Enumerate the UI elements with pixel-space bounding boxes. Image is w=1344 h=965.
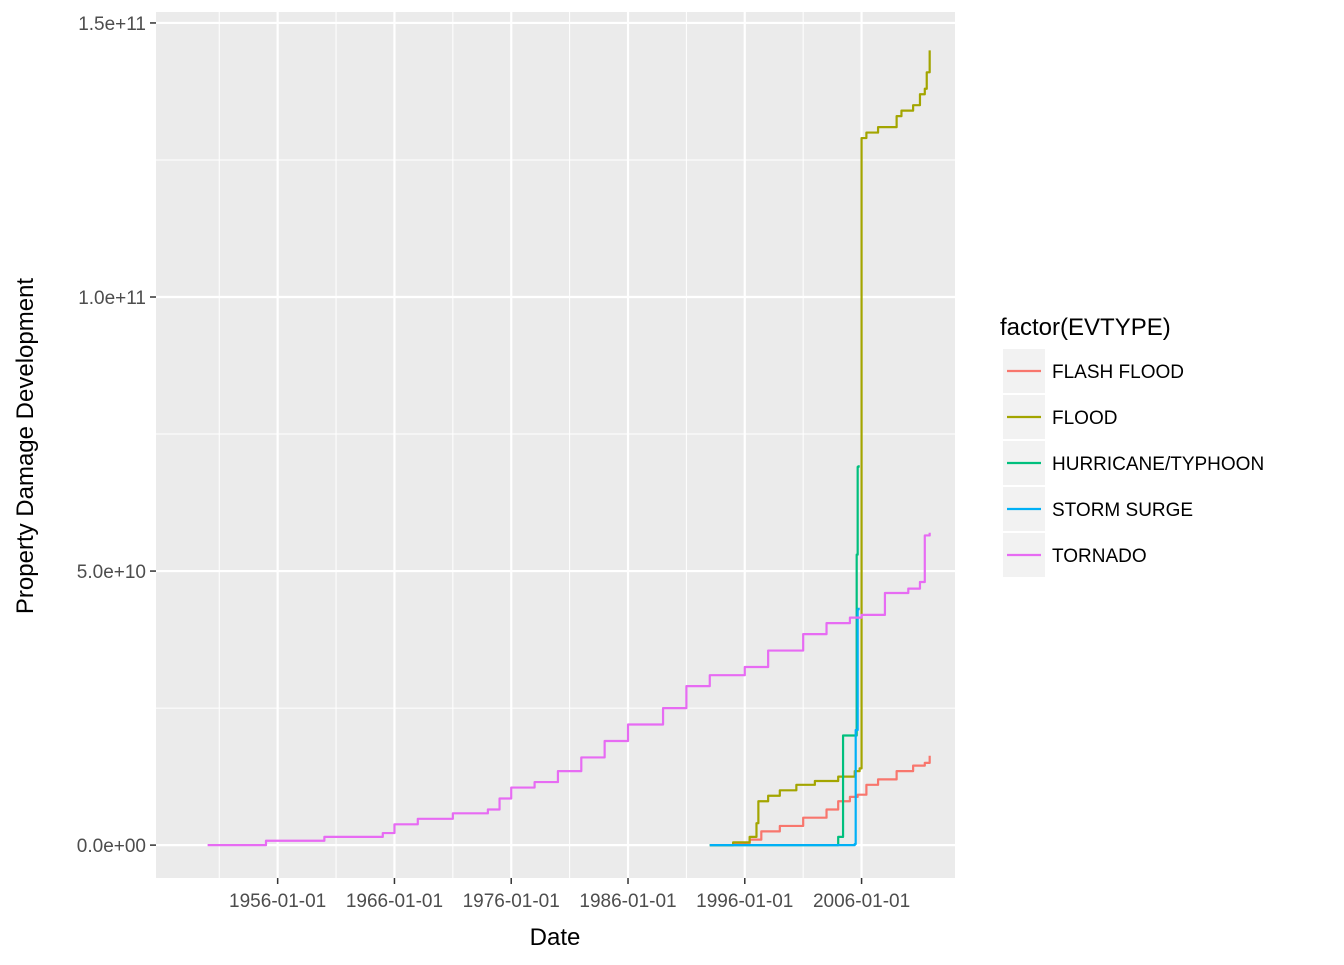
y-axis-title: Property Damage Development bbox=[12, 278, 39, 614]
legend-items: FLASH FLOOD FLOOD HURRICANE/TYPHOON STORM S… bbox=[1003, 349, 1264, 577]
legend-label-storm-surge: STORM SURGE bbox=[1052, 500, 1193, 521]
legend-label-flood: FLOOD bbox=[1052, 408, 1117, 429]
y-tick-label: 1.5e+11 bbox=[78, 14, 146, 35]
y-axis: 0.0e+00 5.0e+10 1.0e+11 1.5e+11 bbox=[77, 14, 156, 857]
legend: factor(EVTYPE) FLASH FLOOD FLOOD HURRICANE… bbox=[1000, 314, 1264, 577]
grid-minor bbox=[156, 12, 955, 878]
x-tick-label: 1966-01-01 bbox=[346, 891, 443, 912]
series-line-tornado bbox=[207, 532, 931, 847]
x-tick-label: 1976-01-01 bbox=[463, 891, 560, 912]
y-tick-label: 0.0e+00 bbox=[77, 836, 146, 857]
legend-label-tornado: TORNADO bbox=[1052, 546, 1147, 567]
x-tick-label: 1986-01-01 bbox=[579, 891, 676, 912]
x-axis-title: Date bbox=[530, 924, 581, 951]
x-tick-label: 1956-01-01 bbox=[229, 891, 326, 912]
legend-label-hurricane-typhoon: HURRICANE/TYPHOON bbox=[1052, 454, 1264, 475]
x-tick-label: 1996-01-01 bbox=[696, 891, 793, 912]
series-layer bbox=[207, 50, 931, 847]
legend-label-flash-flood: FLASH FLOOD bbox=[1052, 362, 1184, 383]
panel-background bbox=[156, 12, 955, 878]
series-line-flood bbox=[709, 50, 931, 847]
legend-title: factor(EVTYPE) bbox=[1000, 314, 1171, 341]
x-axis: 1956-01-01 1966-01-01 1976-01-01 1986-01-01… bbox=[229, 878, 910, 912]
x-tick-label: 2006-01-01 bbox=[813, 891, 910, 912]
y-tick-label: 5.0e+10 bbox=[77, 562, 146, 583]
series-line-storm-surge bbox=[709, 607, 860, 847]
series-line-flash-flood bbox=[709, 755, 931, 847]
y-tick-label: 1.0e+11 bbox=[78, 288, 146, 309]
